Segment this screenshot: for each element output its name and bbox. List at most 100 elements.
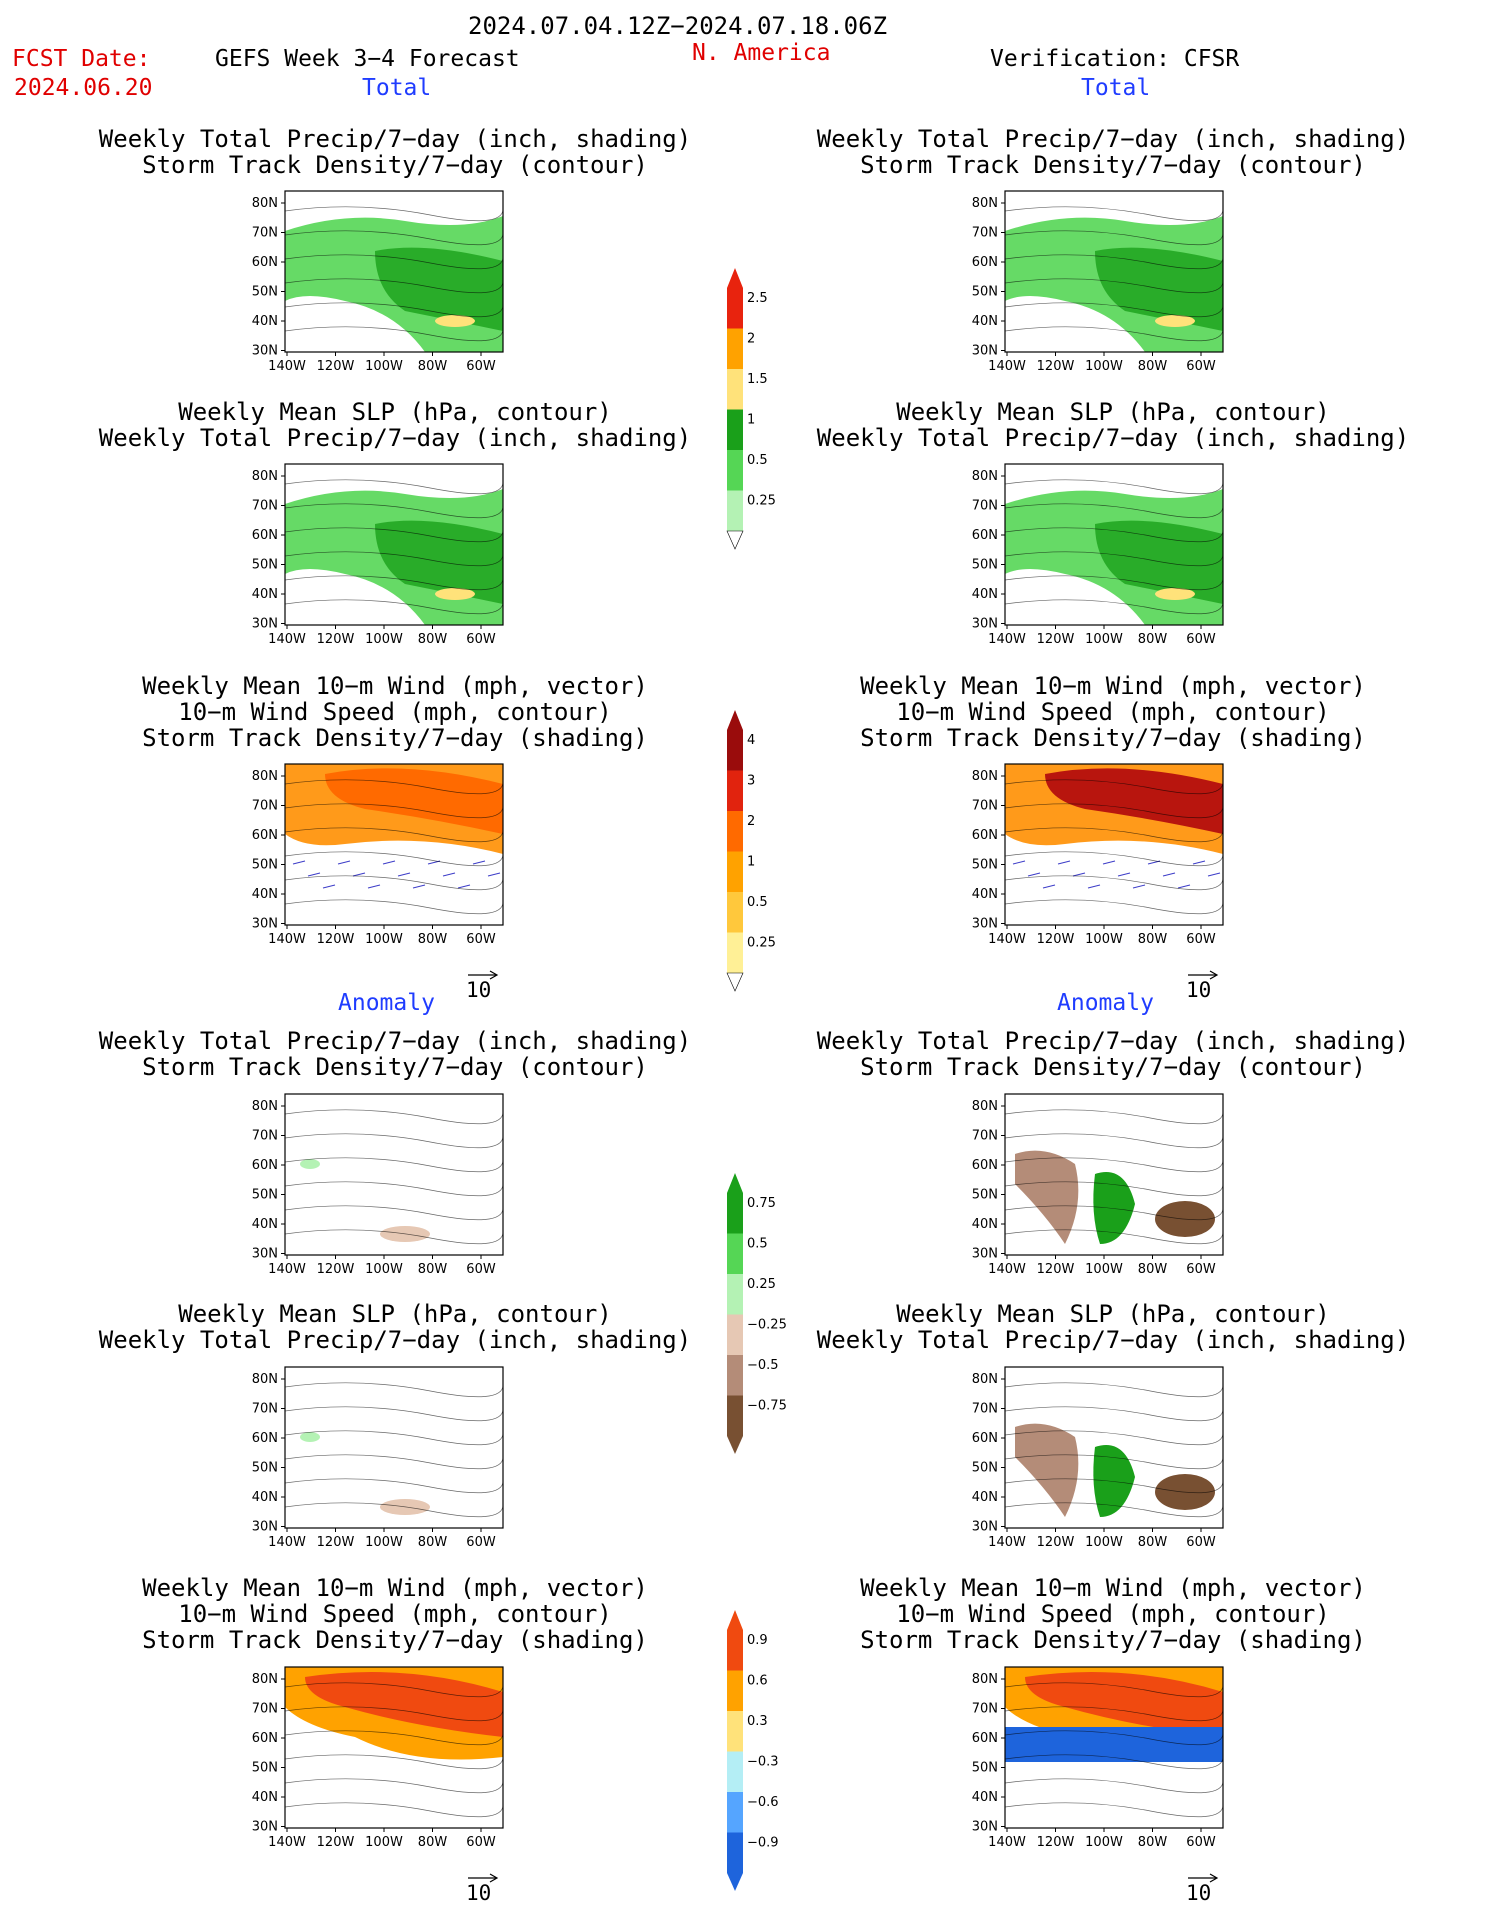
lon-label: 100W xyxy=(365,632,403,647)
title-line: Storm Track Density/7−day (shading) xyxy=(860,724,1366,752)
contour-line xyxy=(1004,827,1224,843)
lat-label: 40N xyxy=(972,1490,998,1505)
contour-line xyxy=(284,206,504,222)
lat-label: 70N xyxy=(972,799,998,814)
panel-title-anom-precip-fcst: Weekly Total Precip/7−day (inch, shading… xyxy=(99,1028,691,1080)
lon-label: 140W xyxy=(988,632,1026,647)
contour-line xyxy=(284,302,504,318)
lat-label: 40N xyxy=(252,314,278,329)
lon-label: 140W xyxy=(988,1835,1026,1850)
contour-line xyxy=(1004,851,1224,867)
contour-line xyxy=(1004,1706,1224,1722)
colorbar-segment xyxy=(727,1751,743,1792)
title-line: Weekly Mean 10−m Wind (mph, vector) xyxy=(142,1574,648,1602)
lat-label: 50N xyxy=(972,558,998,573)
contour-line xyxy=(1004,1157,1224,1173)
lon-label: 80W xyxy=(418,1262,448,1277)
wet-anomaly-shading xyxy=(1093,1172,1135,1244)
wet-anomaly-shading xyxy=(1093,1445,1135,1517)
section-total-right: Total xyxy=(1081,75,1151,101)
lat-label: 60N xyxy=(252,828,278,843)
colorbar-label: 0.25 xyxy=(747,936,776,951)
colorbar-label: −0.25 xyxy=(747,1318,787,1333)
colorbar-label: 0.25 xyxy=(747,1277,776,1292)
wind-vector xyxy=(1027,872,1041,877)
contour-line xyxy=(284,1802,504,1818)
fcst-date-value: 2024.06.20 xyxy=(14,75,153,101)
wind-vector xyxy=(1072,872,1086,877)
lat-label: 70N xyxy=(252,499,278,514)
panel-title-total-precip-verif: Weekly Total Precip/7−day (inch, shading… xyxy=(817,126,1409,178)
colorbar-top-triangle xyxy=(727,1173,743,1193)
map-frame xyxy=(1004,463,1224,626)
title-line: Weekly Total Precip/7−day (inch, shading… xyxy=(98,1326,692,1354)
colorbar-bottom-triangle xyxy=(727,1873,743,1891)
lon-label: 140W xyxy=(268,932,306,947)
lon-label: 80W xyxy=(418,932,448,947)
lat-label: 40N xyxy=(972,587,998,602)
map-frame xyxy=(284,1093,504,1256)
title-line: 10−m Wind Speed (mph, contour) xyxy=(896,1600,1330,1628)
storm-anomaly-max-shading xyxy=(1025,1672,1223,1737)
lat-label: 30N xyxy=(972,344,998,359)
title-line: 10−m Wind Speed (mph, contour) xyxy=(178,1600,612,1628)
lon-label: 120W xyxy=(317,932,355,947)
contour-line xyxy=(1004,479,1224,495)
contour-line xyxy=(284,1181,504,1197)
contour-line xyxy=(284,503,504,519)
colorbar-label: −0.3 xyxy=(747,1755,779,1770)
contour-line xyxy=(284,278,504,294)
section-total-left: Total xyxy=(362,75,432,101)
lon-label: 60W xyxy=(466,1262,496,1277)
colorbar-label: 1.5 xyxy=(747,372,768,387)
colorbar-segment xyxy=(727,1233,743,1274)
contour-line xyxy=(284,1406,504,1422)
lon-label: 60W xyxy=(1186,1535,1216,1550)
wind-vector xyxy=(1207,872,1221,877)
title-line: 10−m Wind Speed (mph, contour) xyxy=(178,698,612,726)
title-line: Storm Track Density/7−day (contour) xyxy=(860,1053,1366,1081)
section-anomaly-left: Anomaly xyxy=(338,990,435,1016)
storm-density-max-shading xyxy=(1045,768,1223,834)
lat-label: 60N xyxy=(972,1158,998,1173)
lat-label: 30N xyxy=(972,917,998,932)
contour-line xyxy=(1004,1754,1224,1770)
wind-vector xyxy=(457,884,471,889)
contour-line xyxy=(1004,1682,1224,1698)
lon-label: 60W xyxy=(466,932,496,947)
contour-line xyxy=(1004,254,1224,270)
wind-vector xyxy=(1177,884,1191,889)
colorbar-segment xyxy=(727,1314,743,1355)
contour-line xyxy=(1004,575,1224,591)
lon-label: 140W xyxy=(268,359,306,374)
lon-label: 60W xyxy=(1186,932,1216,947)
wind-vector xyxy=(1057,860,1071,865)
lat-label: 80N xyxy=(252,769,278,784)
lon-label: 80W xyxy=(418,632,448,647)
lon-label: 100W xyxy=(1085,1262,1123,1277)
lat-label: 50N xyxy=(972,1461,998,1476)
contour-line xyxy=(1004,1406,1224,1422)
lon-label: 60W xyxy=(466,359,496,374)
contour-line xyxy=(284,1730,504,1746)
title-line: Storm Track Density/7−day (contour) xyxy=(860,151,1366,179)
vector-ref-value: 10 xyxy=(1186,1881,1212,1905)
lon-label: 140W xyxy=(268,1835,306,1850)
contour-line xyxy=(1004,278,1224,294)
colorbar-label: 0.6 xyxy=(747,1674,768,1689)
lat-label: 70N xyxy=(252,1702,278,1717)
wind-vector xyxy=(322,884,336,889)
lon-label: 100W xyxy=(365,1835,403,1850)
colorbar-segment xyxy=(727,1193,743,1234)
wind-vector xyxy=(1042,884,1056,889)
contour-line xyxy=(1004,1730,1224,1746)
wind-vector xyxy=(307,872,321,877)
contour-line xyxy=(284,851,504,867)
title-line: Weekly Mean SLP (hPa, contour) xyxy=(896,1300,1330,1328)
lat-label: 80N xyxy=(252,469,278,484)
colorbar: 4 3 2 1 0.5 0.25 xyxy=(726,710,776,992)
lat-label: 40N xyxy=(252,1490,278,1505)
contour-line xyxy=(284,1109,504,1125)
